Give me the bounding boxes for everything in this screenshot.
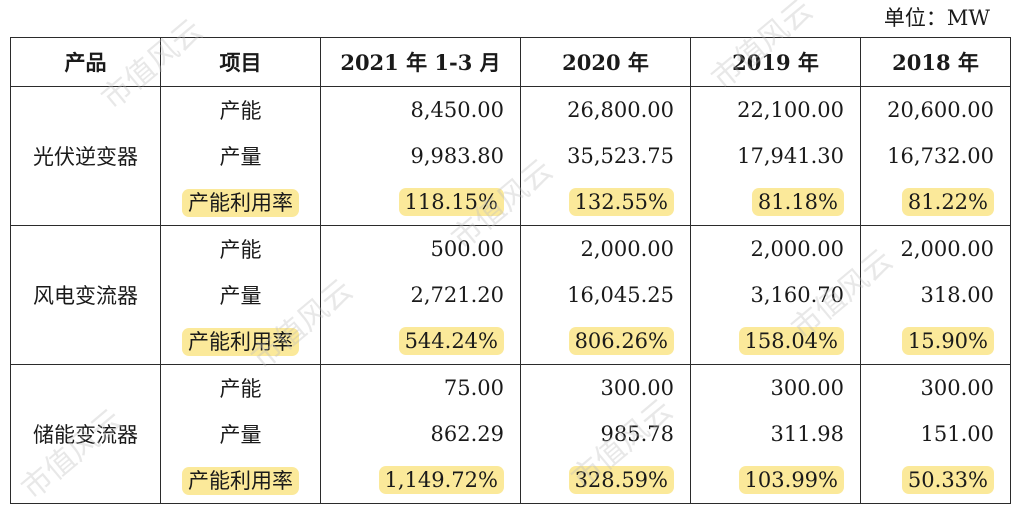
table-row: 风电变流器 产能 500.00 2,000.00 2,000.00 2,000.… (10, 225, 1011, 365)
value-cell: 20,600.00 (860, 86, 1011, 133)
value-cell: 300.00 (520, 364, 691, 411)
highlight-mark: 50.33% (901, 466, 994, 494)
table-row: 产能利用率 118.15% 132.55% 81.18% 81.22% (11, 179, 1011, 226)
value-cell: 2,000.00 (690, 225, 861, 272)
value-cell: 2,000.00 (520, 225, 691, 272)
value-cell-utilization: 103.99% (690, 457, 861, 504)
value-cell-utilization: 1,149.72% (320, 457, 521, 504)
table-row: 储能变流器 产能 75.00 300.00 300.00 300.00 (10, 364, 1011, 504)
highlight-mark: 81.18% (751, 188, 844, 216)
header-product: 产品 (10, 37, 161, 87)
item-cell-utilization: 产能利用率 (160, 457, 321, 504)
unit-label: 单位：MW (883, 6, 990, 30)
product-cell: 风电变流器 (10, 225, 161, 365)
value-cell: 35,523.75 (520, 133, 691, 179)
table-row: 产量 862.29 985.78 311.98 151.00 (11, 411, 1011, 457)
value-cell: 300.00 (690, 364, 861, 411)
highlight-mark: 15.90% (901, 327, 994, 355)
item-cell: 产能 (160, 86, 321, 133)
header-row: 产品 项目 2021 年 1-3 月 2020 年 2019 年 2018 年 (10, 37, 1011, 87)
value-cell: 985.78 (520, 411, 691, 457)
item-cell: 产量 (160, 272, 321, 318)
capacity-table: 产品 项目 2021 年 1-3 月 2020 年 2019 年 2018 年 … (10, 37, 1011, 504)
value-cell: 16,732.00 (860, 133, 1011, 179)
table-row: 光伏逆变器 产能 8,450.00 26,800.00 22,100.00 20… (10, 86, 1011, 226)
highlight-mark: 158.04% (738, 327, 844, 355)
value-cell-utilization: 806.26% (520, 318, 691, 365)
value-cell: 22,100.00 (690, 86, 861, 133)
value-cell: 26,800.00 (520, 86, 691, 133)
value-cell-utilization: 50.33% (860, 457, 1011, 504)
item-cell: 产量 (160, 133, 321, 179)
item-cell: 产量 (160, 411, 321, 457)
highlight-mark: 118.15% (398, 188, 504, 216)
item-cell-utilization: 产能利用率 (160, 318, 321, 365)
header-2021q1: 2021 年 1-3 月 (320, 37, 521, 87)
highlight-mark: 103.99% (738, 466, 844, 494)
value-cell: 862.29 (320, 411, 521, 457)
value-cell: 2,000.00 (860, 225, 1011, 272)
table-row: 产量 2,721.20 16,045.25 3,160.70 318.00 (11, 272, 1011, 318)
highlight-mark: 544.24% (398, 327, 504, 355)
highlight-mark: 产能利用率 (182, 467, 299, 495)
value-cell: 9,983.80 (320, 133, 521, 179)
value-cell: 318.00 (860, 272, 1011, 318)
table-row: 产量 9,983.80 35,523.75 17,941.30 16,732.0… (11, 133, 1011, 179)
value-cell: 8,450.00 (320, 86, 521, 133)
product-cell: 光伏逆变器 (10, 86, 161, 226)
value-cell: 17,941.30 (690, 133, 861, 179)
header-2020: 2020 年 (520, 37, 691, 87)
value-cell: 2,721.20 (320, 272, 521, 318)
value-cell-utilization: 328.59% (520, 457, 691, 504)
product-cell: 储能变流器 (10, 364, 161, 504)
value-cell: 151.00 (860, 411, 1011, 457)
item-cell-utilization: 产能利用率 (160, 179, 321, 226)
highlight-mark: 1,149.72% (378, 466, 504, 494)
highlight-mark: 产能利用率 (182, 328, 299, 356)
value-cell-utilization: 132.55% (520, 179, 691, 226)
item-cell: 产能 (160, 364, 321, 411)
header-item: 项目 (160, 37, 321, 87)
value-cell: 16,045.25 (520, 272, 691, 318)
value-cell: 300.00 (860, 364, 1011, 411)
item-cell: 产能 (160, 225, 321, 272)
value-cell-utilization: 118.15% (320, 179, 521, 226)
value-cell-utilization: 15.90% (860, 318, 1011, 365)
value-cell: 500.00 (320, 225, 521, 272)
value-cell-utilization: 81.18% (690, 179, 861, 226)
table-row: 产能利用率 1,149.72% 328.59% 103.99% 50.33% (11, 457, 1011, 504)
value-cell: 75.00 (320, 364, 521, 411)
highlight-mark: 132.55% (568, 188, 674, 216)
table-row: 产能利用率 544.24% 806.26% 158.04% 15.90% (11, 318, 1011, 365)
value-cell-utilization: 544.24% (320, 318, 521, 365)
value-cell: 3,160.70 (690, 272, 861, 318)
highlight-mark: 328.59% (568, 466, 674, 494)
value-cell: 311.98 (690, 411, 861, 457)
value-cell-utilization: 158.04% (690, 318, 861, 365)
value-cell-utilization: 81.22% (860, 179, 1011, 226)
highlight-mark: 81.22% (901, 188, 994, 216)
highlight-mark: 806.26% (568, 327, 674, 355)
highlight-mark: 产能利用率 (182, 189, 299, 217)
header-2018: 2018 年 (860, 37, 1011, 87)
header-2019: 2019 年 (690, 37, 861, 87)
